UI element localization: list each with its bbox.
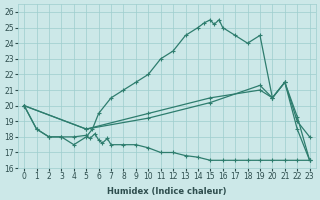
- X-axis label: Humidex (Indice chaleur): Humidex (Indice chaleur): [107, 187, 227, 196]
